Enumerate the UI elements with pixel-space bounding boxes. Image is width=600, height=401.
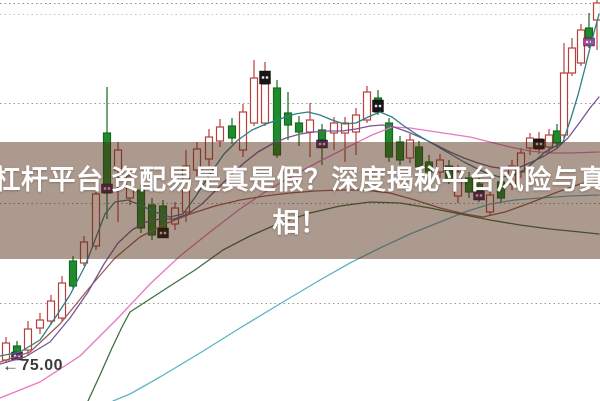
ma-mid-maroon — [0, 178, 600, 363]
price-marker-value: 75.00 — [20, 357, 64, 374]
ma-fast-teal — [0, 13, 600, 357]
ma-med-violet — [0, 96, 600, 365]
ma-long-pink — [0, 126, 600, 399]
headline-overlay: 杠杆平台 资配易是真是假？深度揭秘平台风险与真 相！ — [0, 142, 600, 259]
ma-slow-lightcyan — [112, 194, 600, 401]
headline-line2: 相！ — [272, 208, 328, 238]
left-arrow-icon: ← — [2, 356, 20, 375]
price-marker-label: ← 75.00 — [2, 356, 63, 376]
ma-slow-green — [87, 201, 600, 401]
headline-line1: 杠杆平台 资配易是真是假？深度揭秘平台风险与真 — [0, 165, 600, 195]
